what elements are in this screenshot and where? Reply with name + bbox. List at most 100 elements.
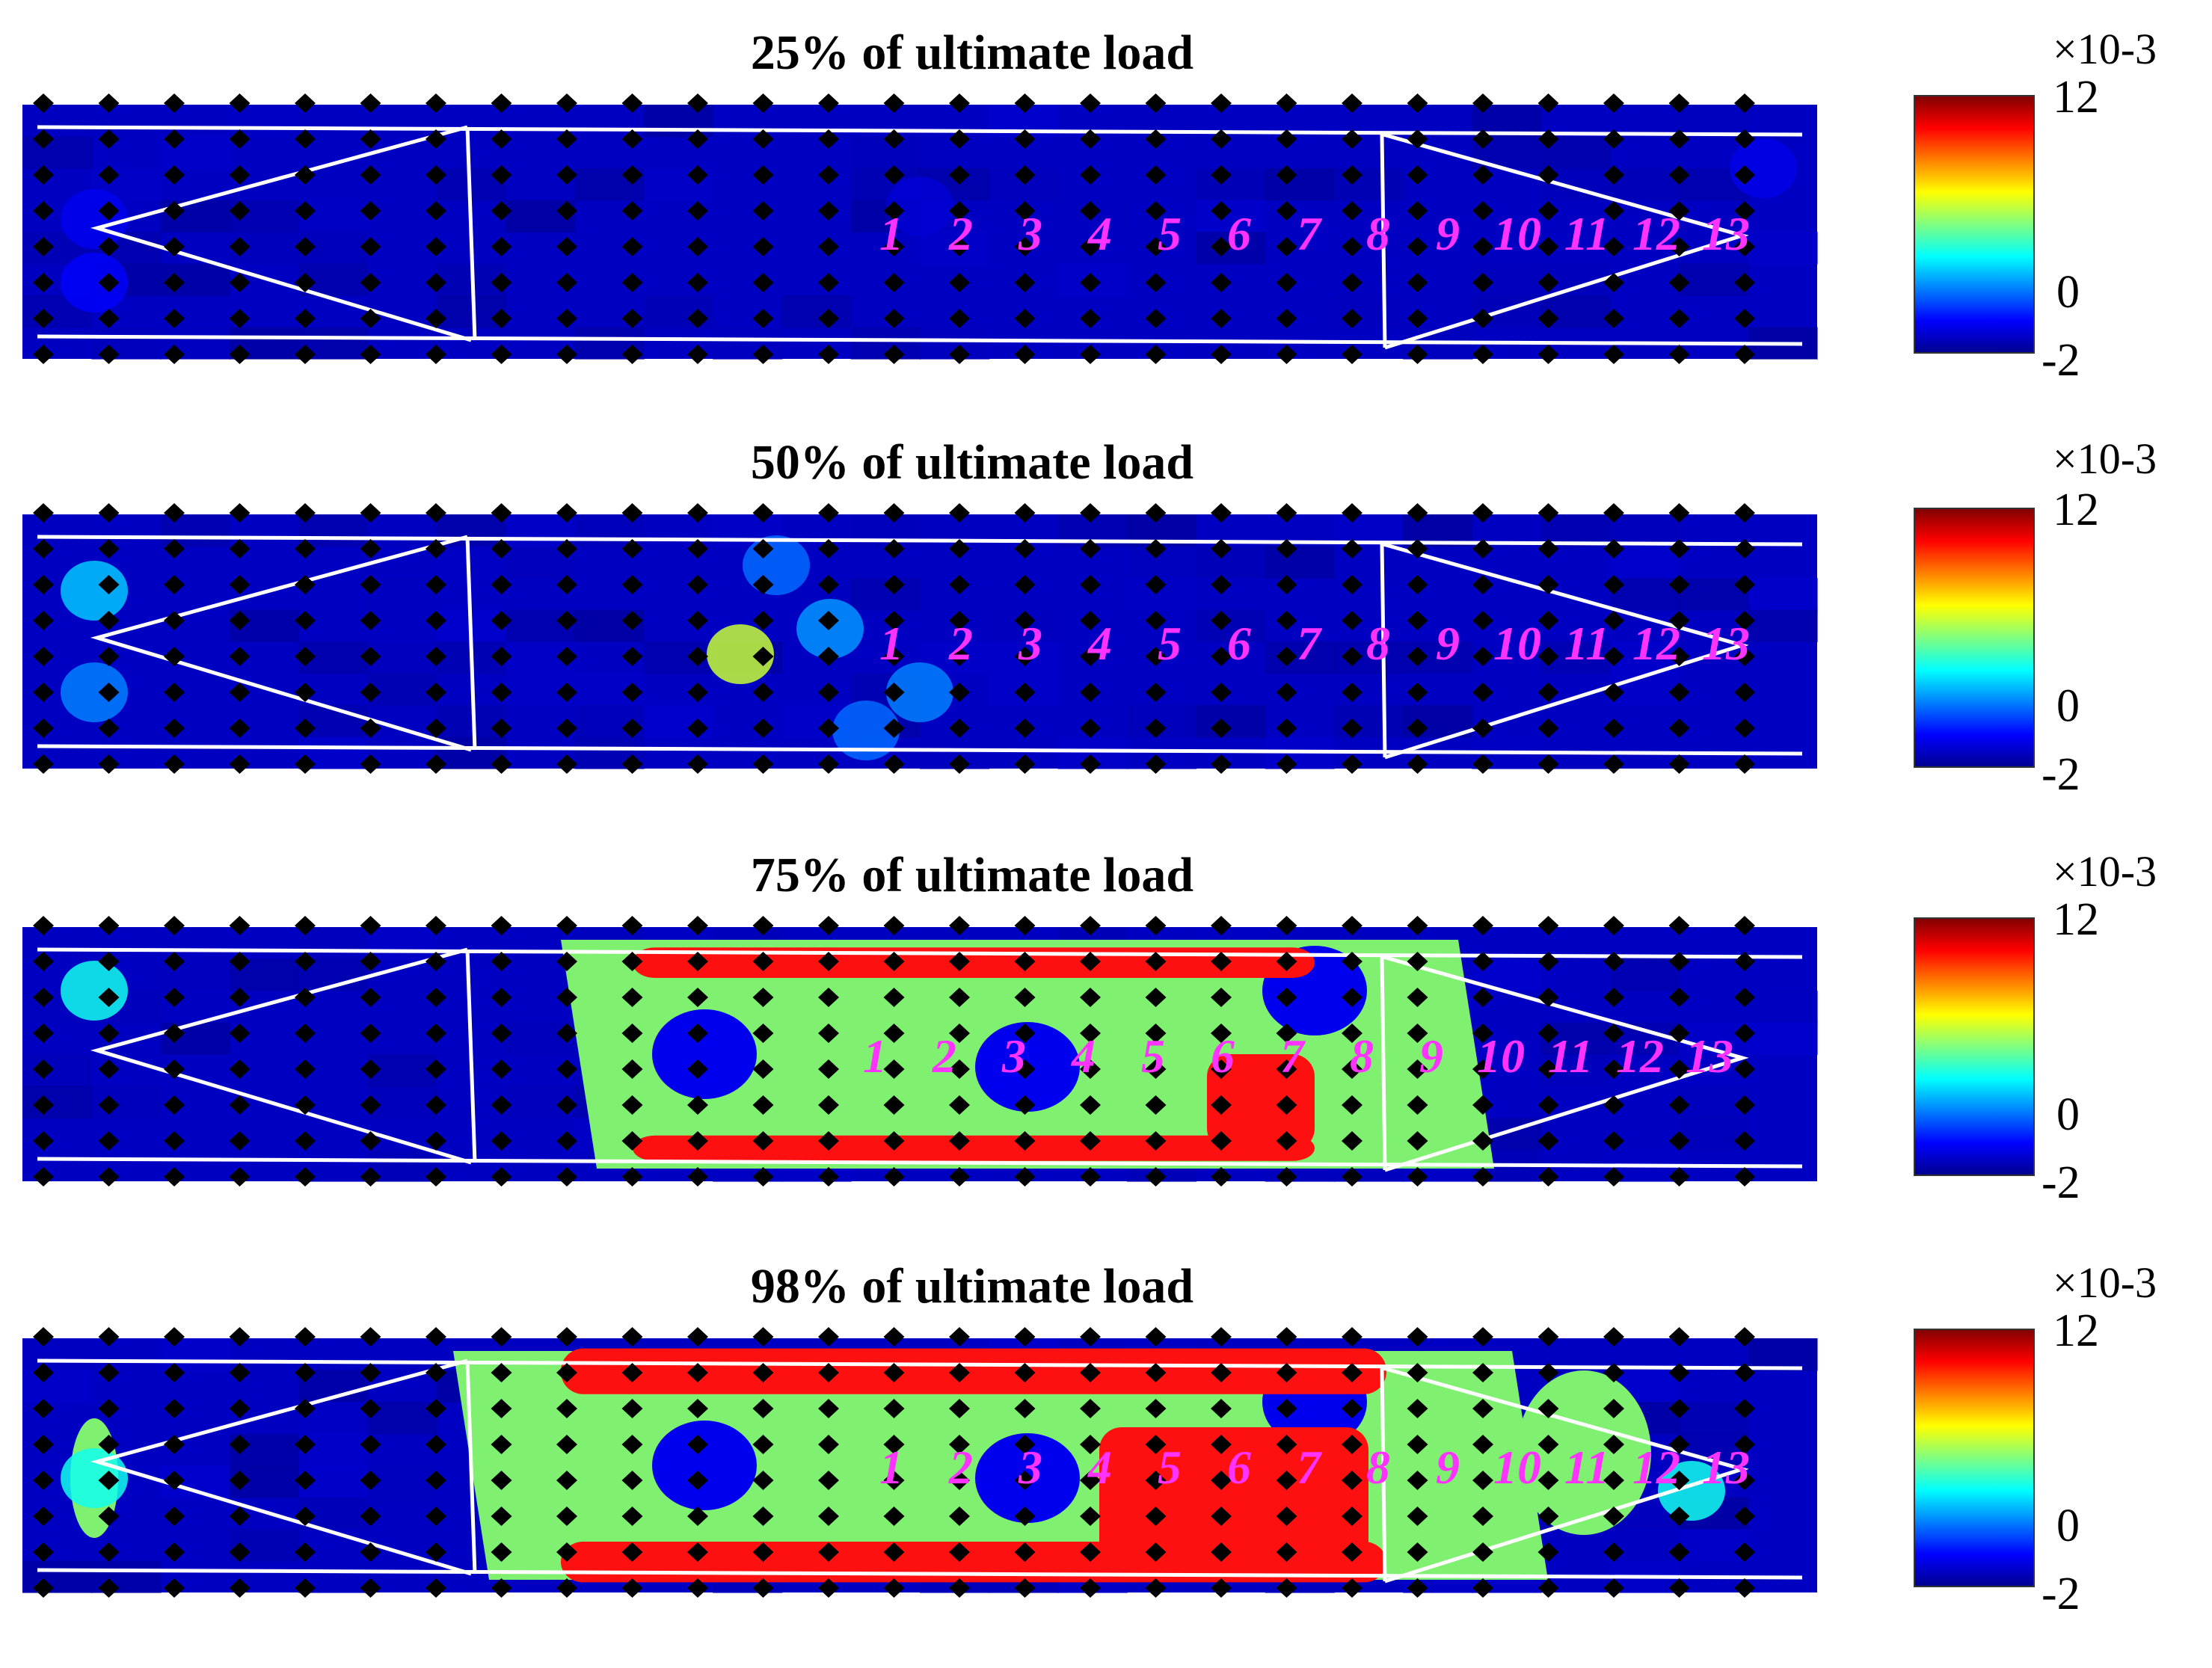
measurement-point	[425, 1167, 446, 1187]
measurement-point	[1014, 273, 1036, 292]
measurement-point	[360, 345, 381, 364]
measurement-point	[295, 503, 316, 523]
measurement-point	[1603, 1578, 1624, 1598]
measurement-point	[949, 1167, 970, 1187]
measurement-point	[33, 952, 54, 971]
measurement-point	[229, 503, 251, 523]
measurement-point	[491, 754, 512, 774]
measurement-point	[621, 1542, 643, 1562]
gauge-label: 3	[1018, 1441, 1042, 1494]
measurement-point	[229, 1363, 251, 1382]
gauge-label: 3	[1018, 207, 1042, 260]
measurement-point	[295, 1327, 316, 1347]
measurement-point	[1734, 1507, 1755, 1526]
measurement-point	[1668, 1024, 1690, 1043]
measurement-point	[556, 1542, 577, 1562]
measurement-point	[1014, 718, 1036, 738]
measurement-point	[164, 129, 185, 149]
measurement-point	[164, 237, 185, 256]
measurement-point	[1407, 1507, 1428, 1526]
measurement-point	[360, 1327, 381, 1347]
contour-cell	[1196, 546, 1266, 579]
measurement-point	[164, 1167, 185, 1187]
specimen-outline	[465, 126, 477, 341]
colorbar	[1914, 917, 2035, 1176]
measurement-point	[1145, 1327, 1167, 1347]
measurement-point	[98, 345, 120, 364]
measurement-point	[883, 647, 905, 666]
measurement-point	[1407, 754, 1428, 774]
measurement-point	[752, 718, 774, 738]
specimen-outline	[37, 1568, 1803, 1580]
measurement-point	[98, 1542, 120, 1562]
gauge-label: 8	[1366, 617, 1390, 670]
gauge-label: 13	[1702, 207, 1750, 260]
measurement-point	[33, 1059, 54, 1079]
measurement-point	[1276, 1363, 1297, 1382]
measurement-point	[752, 165, 774, 185]
measurement-point	[687, 1507, 708, 1526]
measurement-point	[1537, 1578, 1559, 1598]
measurement-point	[1014, 1024, 1036, 1043]
measurement-point	[360, 1363, 381, 1382]
measurement-point	[818, 309, 839, 328]
measurement-point	[1276, 1471, 1297, 1490]
measurement-point	[1668, 575, 1690, 594]
specimen-outline	[1383, 542, 1749, 760]
measurement-point	[818, 237, 839, 256]
measurement-point	[360, 503, 381, 523]
measurement-point	[1211, 93, 1232, 113]
colorbar	[1914, 95, 2035, 354]
measurement-point	[1342, 1471, 1362, 1490]
measurement-point	[425, 1327, 446, 1347]
measurement-point	[164, 611, 185, 630]
measurement-point	[1145, 647, 1167, 666]
measurement-point	[1080, 575, 1101, 594]
gauge-label: 6	[1227, 1441, 1251, 1494]
measurement-point	[687, 683, 708, 702]
gauge-label: 1	[879, 207, 903, 260]
measurement-point	[98, 647, 120, 666]
measurement-point	[1734, 718, 1755, 738]
contour-cell	[367, 927, 437, 960]
measurement-point	[1276, 575, 1297, 594]
gauge-label: 13	[1702, 1441, 1750, 1494]
measurement-point	[949, 539, 970, 558]
measurement-point	[1276, 754, 1297, 774]
strain-hotspot	[886, 176, 953, 236]
measurement-point	[687, 165, 708, 185]
panel-title: 75% of ultimate load	[751, 848, 1193, 902]
measurement-point	[1472, 1542, 1493, 1562]
measurement-point	[1603, 1131, 1624, 1151]
measurement-point	[360, 647, 381, 666]
specimen-outline	[90, 947, 472, 1165]
contour-cell	[1126, 705, 1197, 738]
measurement-point	[98, 1024, 120, 1043]
measurement-point	[556, 1363, 577, 1382]
measurement-point	[164, 916, 185, 935]
measurement-point	[1080, 237, 1101, 256]
contour-cell	[1610, 958, 1680, 991]
contour-cell	[298, 1433, 369, 1466]
measurement-point	[752, 237, 774, 256]
measurement-point	[687, 916, 708, 935]
measurement-point	[621, 916, 643, 935]
measurement-point	[360, 201, 381, 221]
measurement-point	[621, 1435, 643, 1454]
measurement-point	[33, 916, 54, 935]
measurement-point	[621, 503, 643, 523]
measurement-point	[1014, 1167, 1036, 1187]
measurement-point	[1211, 201, 1232, 221]
measurement-point	[621, 575, 643, 594]
measurement-point	[1537, 273, 1559, 292]
measurement-point	[752, 1435, 774, 1454]
measurement-point	[1472, 1471, 1493, 1490]
measurement-point	[1472, 345, 1493, 364]
contour-cell	[1265, 546, 1335, 579]
measurement-point	[164, 952, 185, 971]
gauge-label: 11	[1564, 617, 1609, 670]
measurement-point	[949, 1578, 970, 1598]
measurement-point	[1211, 611, 1232, 630]
measurement-points	[33, 1327, 1755, 1598]
measurement-point	[1080, 129, 1101, 149]
